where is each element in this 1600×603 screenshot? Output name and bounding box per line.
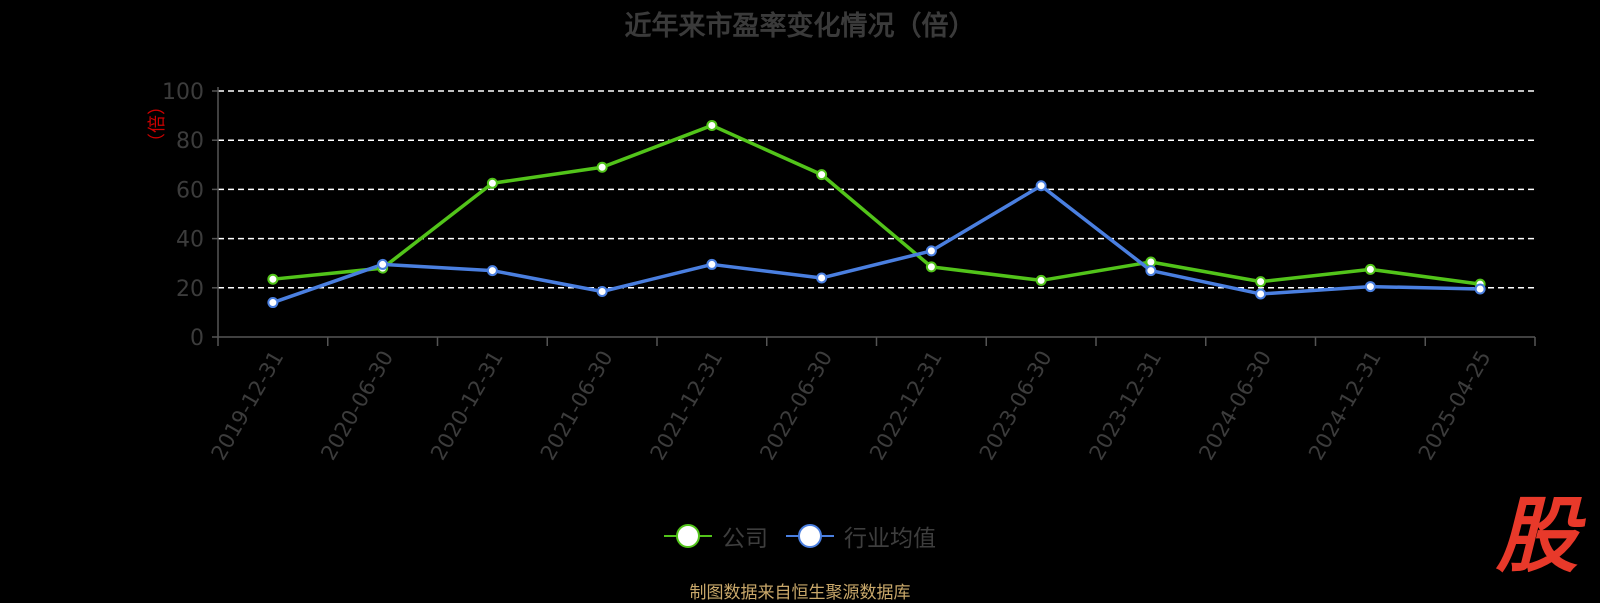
series-0-point [925, 261, 937, 273]
y-tick-label: 0 [190, 326, 204, 351]
x-tick-label: 2024-12-31 [1304, 347, 1386, 465]
series-0-point [596, 161, 608, 173]
x-tick-label: 2021-06-30 [536, 347, 618, 465]
y-tick-label: 100 [162, 80, 204, 105]
axes [212, 87, 1536, 346]
series-1-point [816, 272, 828, 284]
grid-lines [218, 90, 1535, 289]
series-0-point [1364, 263, 1376, 275]
x-tick-label: 2022-12-31 [865, 347, 947, 465]
x-tick-label: 2021-12-31 [646, 347, 728, 465]
series-0-point [1255, 276, 1267, 288]
series-1-point [925, 245, 937, 257]
series-1-point [1145, 265, 1157, 277]
x-tick-label: 2020-12-31 [426, 347, 508, 465]
series-1-point [267, 297, 279, 309]
x-tick-label: 2023-06-30 [975, 347, 1057, 465]
series-points [267, 119, 1486, 309]
series-lines [272, 123, 1481, 305]
series-0-point [486, 177, 498, 189]
legend-label: 行业均值 [844, 526, 936, 552]
data-source-note: 制图数据来自恒生聚源数据库 [689, 583, 911, 603]
series-0-point [816, 169, 828, 181]
series-0-point [1035, 274, 1047, 286]
series-line-0 [272, 123, 1481, 286]
series-1-point [706, 258, 718, 270]
legend-marker [664, 524, 712, 548]
chart-legend: 公司 行业均值 [0, 519, 1600, 553]
series-1-point [1255, 288, 1267, 300]
x-tick-labels: 2019-12-31 2020-06-30 2020-12-31 2021-06-30… [207, 347, 1496, 465]
series-1-point [596, 285, 608, 297]
series-0-point [706, 119, 718, 131]
chart-title: 近年来市盈率变化情况（倍） [624, 11, 976, 42]
legend-item-0[interactable]: 公司 [664, 519, 768, 553]
legend-item-1[interactable]: 行业均值 [786, 519, 936, 553]
series-1-point [1474, 283, 1486, 295]
legend-label: 公司 [722, 526, 768, 552]
x-tick-label: 2019-12-31 [207, 347, 289, 465]
series-1-point [377, 258, 389, 270]
x-tick-label: 2022-06-30 [755, 347, 837, 465]
y-axis-label: （倍） [147, 97, 168, 151]
legend-marker [786, 524, 834, 548]
x-tick-label: 2024-06-30 [1194, 347, 1276, 465]
x-tick-label: 2025-04-25 [1414, 347, 1496, 465]
y-tick-label: 60 [176, 178, 204, 203]
series-0-point [267, 273, 279, 285]
series-line-1 [272, 183, 1481, 305]
series-1-point [1035, 180, 1047, 192]
x-tick-label: 2020-06-30 [316, 347, 398, 465]
y-tick-labels: 0 20 40 60 80 100 [162, 80, 204, 351]
y-tick-label: 80 [176, 129, 204, 154]
series-1-point [1364, 281, 1376, 293]
y-tick-label: 40 [176, 228, 204, 253]
series-1-point [486, 265, 498, 277]
y-tick-label: 20 [176, 277, 204, 302]
brand-logo: 股 [1496, 488, 1578, 584]
x-tick-label: 2023-12-31 [1085, 347, 1167, 465]
